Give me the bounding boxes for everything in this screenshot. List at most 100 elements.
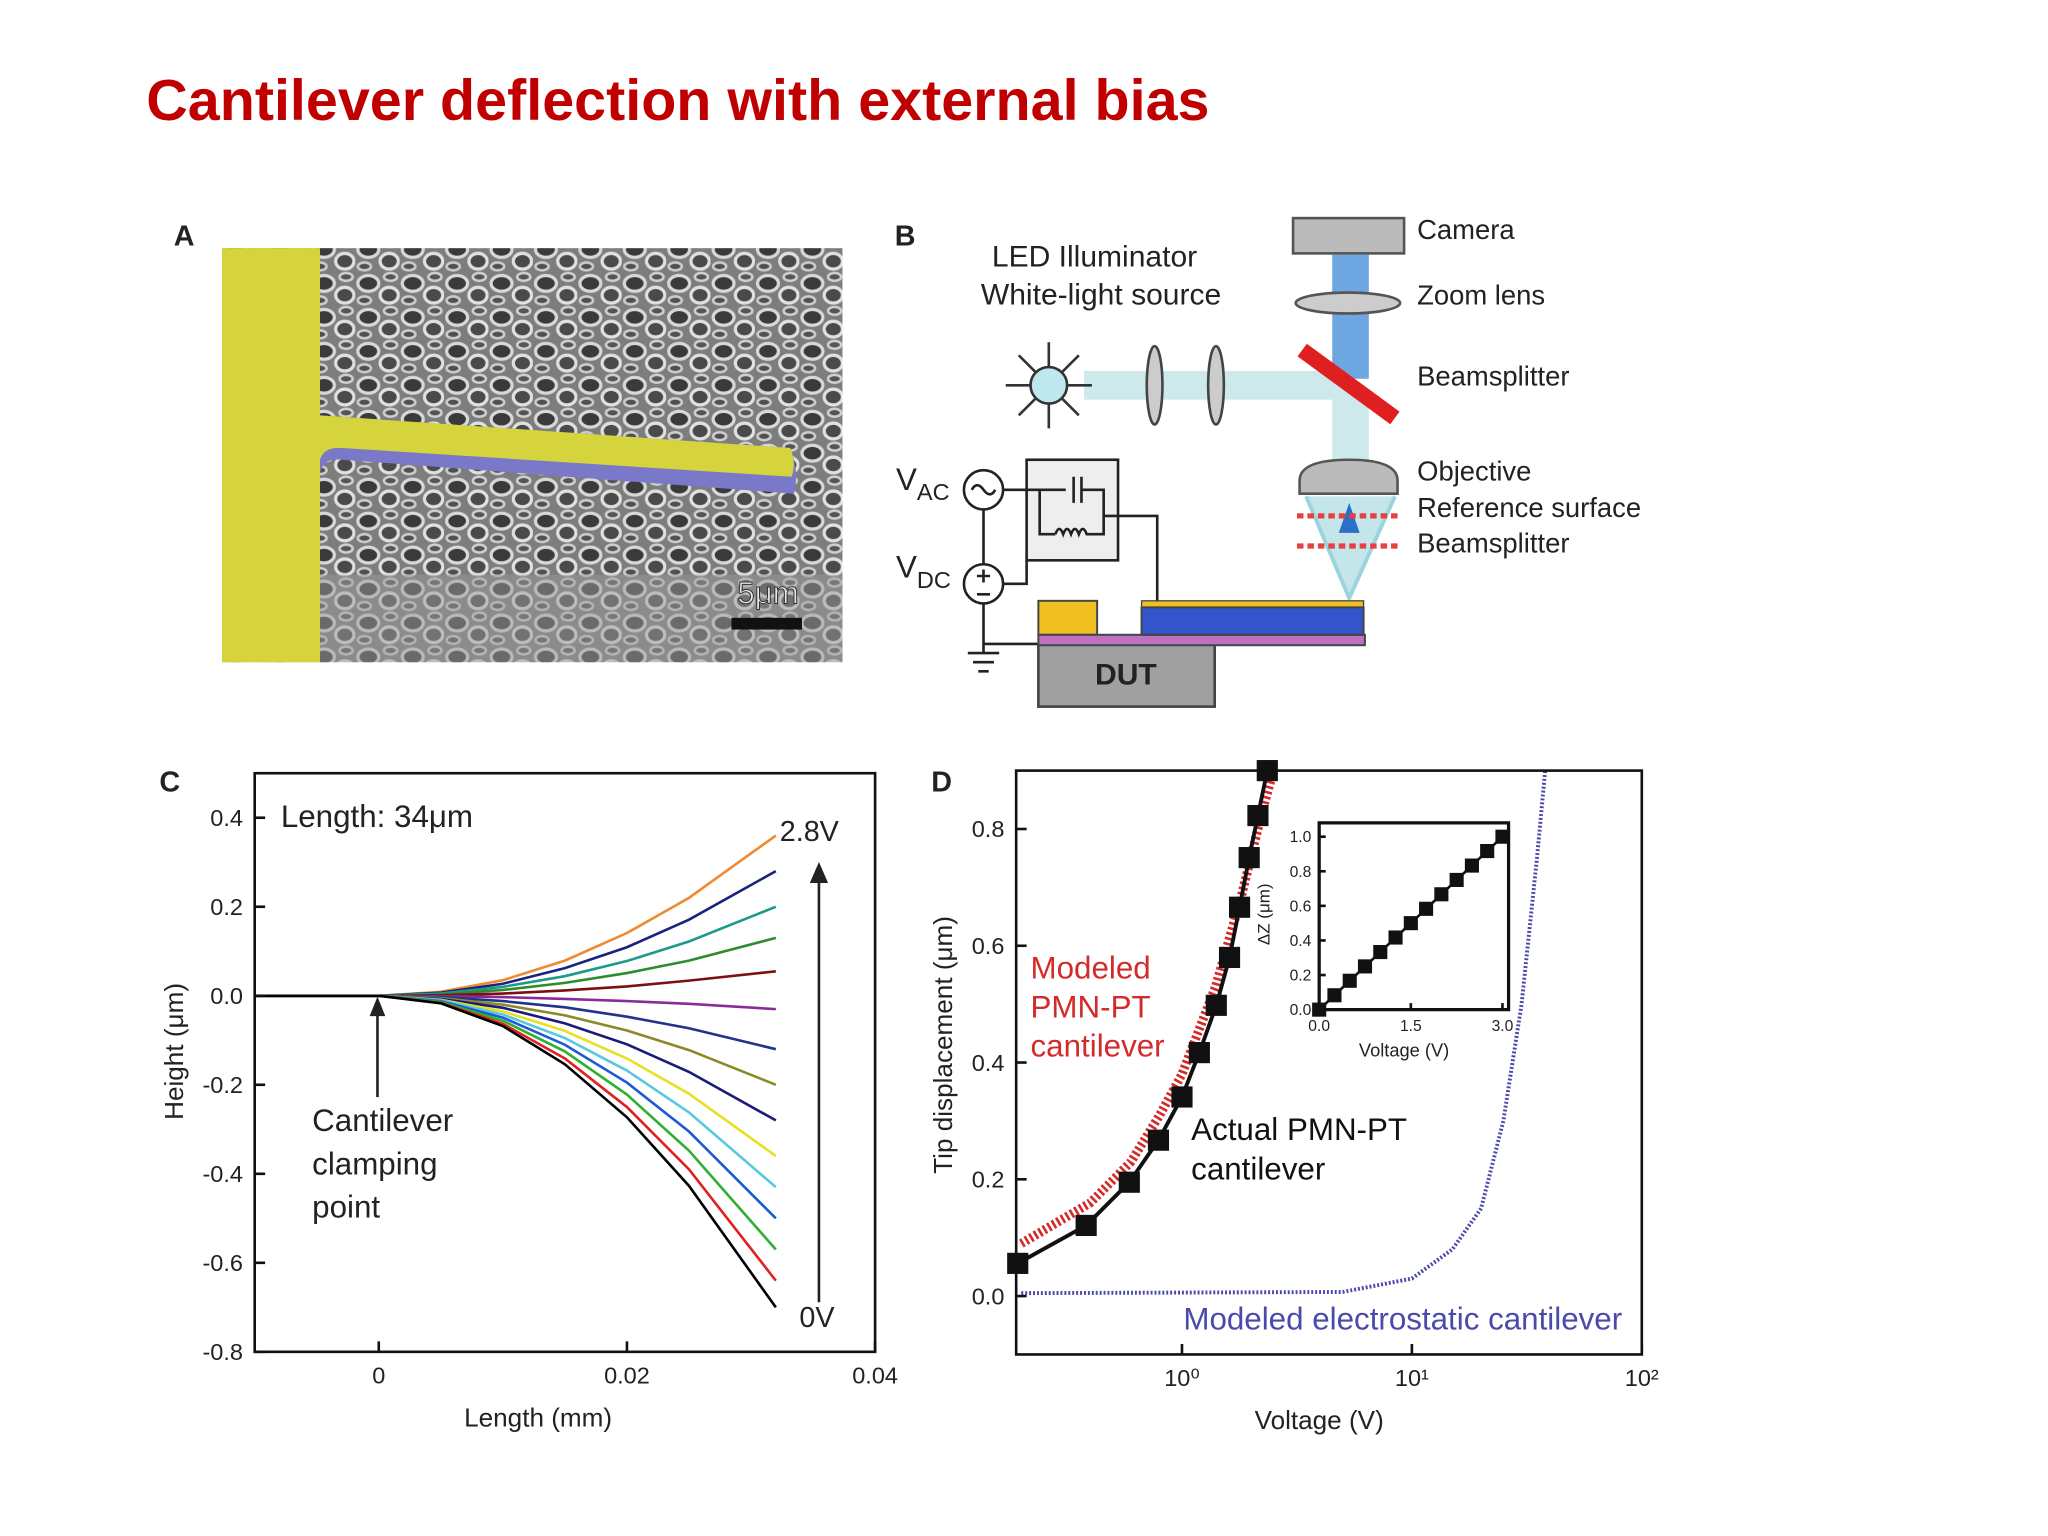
x-tick-label: 1.5 [1400,1018,1422,1035]
marker [1247,804,1269,827]
annotation: Cantilever clamping point [312,1103,462,1225]
y-tick-label: -0.8 [202,1339,243,1365]
x-tick-label: 10⁰ [1164,1365,1200,1391]
panel-a: A 5μm [174,221,843,663]
marker [1171,1086,1193,1108]
lens [1145,344,1164,426]
series-line [254,994,777,1282]
series-line [254,994,777,1086]
y-tick-label: 0.0 [1290,1002,1312,1019]
objective [1298,458,1399,496]
marker [1327,988,1342,1003]
marker [1357,959,1373,974]
y-tick-label: 0.0 [210,983,243,1009]
panel-label: A [174,221,195,253]
y-tick-label: 0.8 [1290,864,1312,881]
marker [1373,944,1388,960]
annotation: 0V [799,1302,835,1334]
y-tick-label: 0.4 [210,805,243,831]
x-axis-label: Length (mm) [464,1402,612,1432]
y-axis-label: ΔZ (μm) [1255,883,1274,945]
y-tick-label: 1.0 [1290,829,1312,846]
y-tick-label: 0.8 [972,816,1005,842]
pmn-pt-layer [1140,606,1365,636]
vac-base: V [896,462,917,497]
x-tick-label: 10² [1625,1365,1659,1391]
light-beam [1332,254,1369,379]
panel-label: B [895,221,916,253]
x-tick-label: 0 [372,1363,385,1389]
vdc-base: V [896,549,917,584]
y-tick-label: -0.4 [202,1161,243,1187]
zoom-lens [1294,291,1402,315]
scale-bar [731,617,802,630]
diagram-label: Beamsplitter [1417,527,1569,558]
x-tick-label: 3.0 [1492,1018,1514,1035]
arrow-head [809,862,829,883]
scale-bar-label: 5μm [737,575,799,610]
marker [1434,887,1449,902]
vac-sub: AC [917,479,950,505]
cantilever [222,248,794,663]
led [1005,342,1092,429]
x-tick-label: 10¹ [1395,1365,1429,1391]
circuit [962,458,1159,673]
marker [1205,994,1227,1016]
y-tick-label: -0.2 [202,1072,243,1098]
annotation: Length: 34μm [281,799,473,834]
marker [1075,1214,1097,1237]
marker [1342,973,1357,988]
y-tick-label: 0.4 [972,1050,1005,1076]
y-axis-label: Tip displacement (μm) [928,916,958,1174]
x-axis-label: Voltage (V) [1359,1040,1449,1061]
y-tick-label: 0.2 [210,894,243,920]
x-tick-label: 0.04 [852,1363,898,1389]
marker [1188,1042,1210,1064]
marker [1228,896,1251,918]
diagram-label: Objective [1417,456,1531,487]
series-line [254,994,777,1309]
marker [1480,843,1495,859]
diagram-label: Beamsplitter [1417,360,1569,391]
y-tick-label: -0.6 [202,1250,243,1276]
diagram-label: Zoom lens [1417,279,1545,310]
series-label: Modeled electrostatic cantilever [1183,1302,1622,1337]
marker [1419,901,1434,916]
dut [1037,642,1216,708]
dut-label: DUT [1095,658,1157,691]
series-line [1021,770,1548,1296]
series-label: Modeled PMN-PT cantilever [1031,950,1165,1063]
x-axis-label: Voltage (V) [1255,1405,1384,1435]
panel-label: D [931,767,952,799]
substrate [1037,633,1366,647]
plot-frame [1317,821,1511,1012]
marker [1464,858,1479,873]
marker [1495,829,1510,844]
series-line [254,905,777,998]
panel-b: B LED Illuminator White-light source Cam… [895,214,1641,708]
diagram-label: LED Illuminator [992,240,1197,273]
marker [1007,1252,1029,1274]
beamsplitter [1297,343,1400,425]
y-axis-label: Height (μm) [159,983,189,1120]
marker [1118,1171,1140,1193]
marker [1218,946,1241,969]
marker [1449,872,1464,887]
series-line [1018,769,1278,1248]
annotation: 2.8V [780,816,840,848]
panel-label: C [159,767,180,799]
y-tick-label: 0.0 [972,1283,1005,1309]
arrow-head [369,996,386,1017]
diagram-label: White-light source [981,278,1221,311]
pad [1037,599,1099,636]
plot-frame [253,771,877,1354]
y-tick-label: 0.6 [1290,898,1312,915]
series-line [254,936,777,998]
y-tick-label: 0.6 [972,933,1005,959]
slide-title: Cantilever deflection with external bias [146,69,1209,133]
y-tick-label: 0.2 [1290,968,1312,985]
series-label: Actual PMN-PT cantilever [1191,1112,1415,1186]
camera [1291,216,1406,255]
